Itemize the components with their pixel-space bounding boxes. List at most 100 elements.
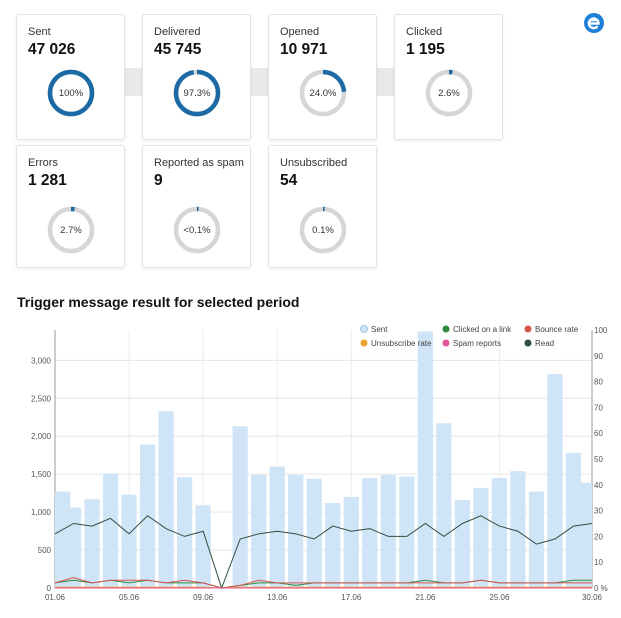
y-left-tick-label: 1,500 bbox=[31, 470, 52, 479]
y-left-tick-label: 2,500 bbox=[31, 394, 52, 403]
bar-sent bbox=[195, 505, 211, 588]
progress-ring bbox=[173, 206, 221, 254]
series-line-read bbox=[54, 515, 593, 590]
legend-item: Clicked on a link bbox=[442, 325, 512, 334]
bar-sent bbox=[547, 374, 563, 588]
y-left-tick-label: 2,000 bbox=[31, 432, 52, 441]
y-right-tick-label: 80 bbox=[594, 378, 603, 387]
x-tick-label: 21.06 bbox=[415, 593, 436, 602]
metric-label: Clicked bbox=[406, 26, 443, 38]
y-left-tick-label: 0 bbox=[47, 584, 52, 593]
y-right-tick-label: 10 bbox=[594, 558, 603, 567]
legend-label: Spam reports bbox=[453, 339, 501, 348]
legend-item: Sent bbox=[360, 325, 388, 334]
series-line-bounce-rate bbox=[54, 577, 592, 589]
ring-fill bbox=[425, 69, 473, 117]
bar-sent bbox=[473, 487, 489, 588]
ring-fill bbox=[299, 206, 347, 254]
ring-fill bbox=[47, 206, 95, 254]
metric-percent: 2.6% bbox=[438, 88, 460, 99]
bar-sent bbox=[288, 474, 304, 588]
bar-sent bbox=[491, 477, 508, 588]
metric-value: 1 195 bbox=[406, 41, 445, 58]
bar-sent bbox=[380, 474, 396, 588]
metric-label: Errors bbox=[28, 157, 58, 169]
legend-marker bbox=[524, 339, 532, 347]
series-line-unsubscribe-rate bbox=[55, 586, 592, 589]
y-right-tick-label: 30 bbox=[594, 507, 603, 516]
bar-sent bbox=[454, 499, 470, 588]
legend-marker bbox=[360, 339, 368, 347]
metric-percent: <0.1% bbox=[183, 225, 211, 236]
progress-ring bbox=[173, 69, 221, 117]
bar-sent bbox=[306, 478, 322, 588]
metric-label: Opened bbox=[280, 26, 320, 38]
legend-item: Read bbox=[524, 339, 554, 348]
x-tick-label: 05.06 bbox=[119, 593, 140, 602]
ring-fill bbox=[173, 69, 221, 117]
x-tick-label: 17.06 bbox=[341, 593, 362, 602]
bar-sent bbox=[158, 411, 174, 588]
legend-marker bbox=[442, 339, 450, 347]
bar-sent bbox=[102, 473, 119, 588]
legend-item: Unsubscribe rate bbox=[360, 339, 432, 348]
funnel-connector bbox=[122, 68, 144, 96]
progress-ring bbox=[299, 69, 347, 117]
bar-sent bbox=[325, 503, 341, 588]
y-left-tick-label: 1,000 bbox=[31, 508, 52, 517]
y-right-tick-label: 90 bbox=[594, 352, 603, 361]
metric-card-errors: Errors 1 281 2.7% bbox=[16, 145, 125, 268]
metric-value: 45 745 bbox=[154, 41, 202, 58]
bar-sent bbox=[251, 474, 267, 588]
y-right-tick-label: 50 bbox=[594, 455, 603, 464]
y-right-tick-label: 0 % bbox=[594, 584, 608, 593]
metric-value: 9 bbox=[154, 172, 163, 189]
metric-card-spam: Reported as spam 9 <0.1% bbox=[142, 145, 251, 268]
metric-value: 47 026 bbox=[28, 41, 76, 58]
bar-sent bbox=[528, 491, 545, 588]
legend-marker bbox=[442, 325, 450, 333]
metric-percent: 97.3% bbox=[183, 88, 211, 99]
metric-value: 10 971 bbox=[280, 41, 328, 58]
y-right-tick-label: 100 bbox=[594, 326, 608, 335]
metric-label: Reported as spam bbox=[154, 157, 244, 169]
bar-sent bbox=[84, 499, 100, 588]
bar-sent bbox=[510, 471, 526, 588]
x-tick-label: 01.06 bbox=[45, 593, 66, 602]
legend-label: Bounce rate bbox=[535, 325, 579, 334]
x-tick-label: 13.06 bbox=[267, 593, 288, 602]
progress-ring bbox=[47, 69, 95, 117]
metric-percent: 0.1% bbox=[312, 225, 334, 236]
metric-card-delivered: Delivered 45 745 97.3% bbox=[142, 14, 251, 140]
progress-ring bbox=[425, 69, 473, 117]
bar-sent bbox=[343, 496, 359, 588]
progress-ring bbox=[299, 206, 347, 254]
bar-sent bbox=[121, 494, 137, 588]
metric-percent: 24.0% bbox=[309, 88, 337, 99]
y-right-tick-label: 70 bbox=[594, 403, 603, 412]
funnel-connector bbox=[248, 68, 270, 96]
bar-sent bbox=[436, 423, 452, 588]
x-tick-label: 25.06 bbox=[489, 593, 510, 602]
metric-percent: 100% bbox=[58, 88, 84, 99]
bar-sent bbox=[232, 426, 248, 588]
legend-label: Sent bbox=[371, 325, 388, 334]
bar-sent bbox=[576, 482, 592, 588]
progress-ring bbox=[47, 206, 95, 254]
legend-label: Unsubscribe rate bbox=[371, 339, 432, 348]
legend-marker bbox=[360, 325, 368, 333]
y-left-tick-label: 3,000 bbox=[31, 356, 52, 365]
bar-sent bbox=[65, 507, 82, 588]
metric-value: 1 281 bbox=[28, 172, 67, 189]
metric-label: Sent bbox=[28, 26, 51, 38]
bar-sent bbox=[362, 477, 378, 588]
bar-sent bbox=[417, 331, 433, 588]
bar-sent bbox=[269, 466, 285, 588]
legend-item: Spam reports bbox=[442, 339, 501, 348]
legend-marker bbox=[524, 325, 532, 333]
legend-label: Clicked on a link bbox=[453, 325, 512, 334]
metric-card-clicked: Clicked 1 195 2.6% bbox=[394, 14, 503, 140]
metric-card-sent: Sent 47 026 100% bbox=[16, 14, 125, 140]
ring-fill bbox=[299, 69, 347, 117]
legend-label: Read bbox=[535, 339, 554, 348]
